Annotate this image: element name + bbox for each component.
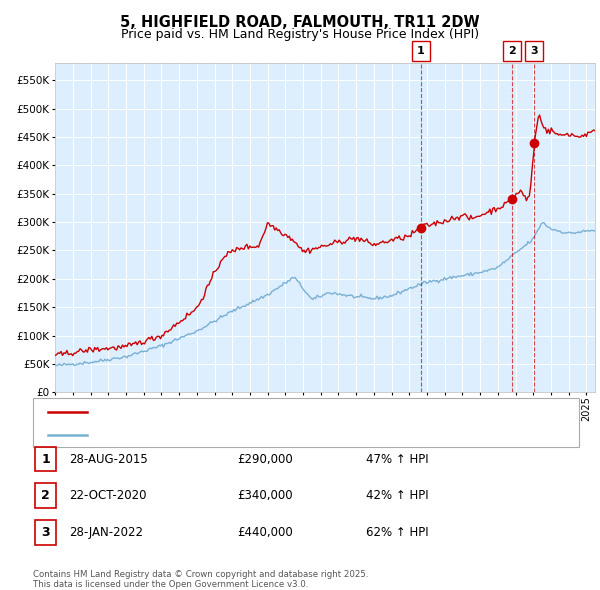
Text: 1: 1 <box>417 46 425 56</box>
Text: 28-JAN-2022: 28-JAN-2022 <box>69 526 143 539</box>
Text: 62% ↑ HPI: 62% ↑ HPI <box>366 526 428 539</box>
Text: £440,000: £440,000 <box>237 526 293 539</box>
Text: 22-OCT-2020: 22-OCT-2020 <box>69 489 146 502</box>
Text: 28-AUG-2015: 28-AUG-2015 <box>69 453 148 466</box>
Text: 42% ↑ HPI: 42% ↑ HPI <box>366 489 428 502</box>
Text: 2: 2 <box>508 46 516 56</box>
Text: 2: 2 <box>41 489 50 502</box>
Text: Contains HM Land Registry data © Crown copyright and database right 2025.
This d: Contains HM Land Registry data © Crown c… <box>33 570 368 589</box>
Text: 3: 3 <box>530 46 538 56</box>
Text: 5, HIGHFIELD ROAD, FALMOUTH, TR11 2DW (semi-detached house): 5, HIGHFIELD ROAD, FALMOUTH, TR11 2DW (s… <box>94 407 463 417</box>
Text: 47% ↑ HPI: 47% ↑ HPI <box>366 453 428 466</box>
Text: 3: 3 <box>41 526 50 539</box>
Text: £290,000: £290,000 <box>237 453 293 466</box>
Text: £340,000: £340,000 <box>237 489 293 502</box>
Text: 5, HIGHFIELD ROAD, FALMOUTH, TR11 2DW: 5, HIGHFIELD ROAD, FALMOUTH, TR11 2DW <box>120 15 480 30</box>
Text: HPI: Average price, semi-detached house, Cornwall: HPI: Average price, semi-detached house,… <box>94 430 374 440</box>
Text: Price paid vs. HM Land Registry's House Price Index (HPI): Price paid vs. HM Land Registry's House … <box>121 28 479 41</box>
Text: 1: 1 <box>41 453 50 466</box>
